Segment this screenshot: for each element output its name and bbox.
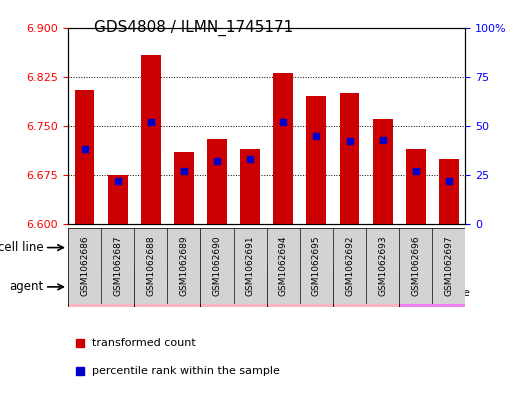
Text: Temozolomide: Temozolomide — [329, 282, 403, 292]
Bar — [333, 267, 399, 307]
Bar — [306, 96, 326, 224]
Bar — [339, 93, 359, 224]
Text: agent: agent — [9, 280, 43, 294]
Text: GSM1062697: GSM1062697 — [445, 235, 453, 296]
Bar — [267, 267, 333, 307]
Bar — [399, 228, 433, 304]
Bar — [68, 228, 200, 267]
Text: none: none — [88, 282, 114, 292]
Bar — [134, 228, 167, 304]
Text: GSM1062692: GSM1062692 — [345, 236, 354, 296]
Text: GSM1062693: GSM1062693 — [378, 235, 387, 296]
Text: Y15: Y15 — [290, 282, 310, 292]
Bar — [101, 228, 134, 304]
Text: GDS4808 / ILMN_1745171: GDS4808 / ILMN_1745171 — [94, 20, 293, 36]
Bar — [134, 267, 200, 307]
Text: GSM1062688: GSM1062688 — [146, 235, 155, 296]
Bar — [300, 228, 333, 304]
Bar — [274, 73, 293, 224]
Bar — [207, 139, 227, 224]
Text: U87: U87 — [321, 241, 346, 254]
Text: cell line: cell line — [0, 241, 43, 254]
Text: Y15: Y15 — [157, 282, 177, 292]
Text: GSM1062689: GSM1062689 — [179, 235, 188, 296]
Bar — [68, 228, 101, 304]
Bar — [200, 267, 267, 307]
Text: DBTRG: DBTRG — [112, 241, 156, 254]
Text: GSM1062691: GSM1062691 — [246, 235, 255, 296]
Bar — [433, 228, 465, 304]
Text: transformed count: transformed count — [92, 338, 196, 348]
Bar — [366, 228, 399, 304]
Bar — [267, 228, 300, 304]
Text: GSM1062690: GSM1062690 — [212, 235, 222, 296]
Bar — [174, 152, 194, 224]
Text: GSM1062696: GSM1062696 — [411, 235, 420, 296]
Text: GSM1062686: GSM1062686 — [80, 235, 89, 296]
Bar — [373, 119, 393, 224]
Text: percentile rank within the sample: percentile rank within the sample — [92, 366, 280, 376]
Bar — [167, 228, 200, 304]
Bar — [240, 149, 260, 224]
Bar — [406, 149, 426, 224]
Bar — [399, 267, 465, 307]
Bar — [439, 158, 459, 224]
Bar — [68, 267, 134, 307]
Bar — [200, 228, 234, 304]
Bar — [141, 55, 161, 224]
Bar — [234, 228, 267, 304]
Bar — [108, 175, 128, 224]
Bar — [200, 228, 465, 267]
Text: GSM1062694: GSM1062694 — [279, 236, 288, 296]
Text: Y15 and
Temozolomide: Y15 and Temozolomide — [395, 276, 470, 298]
Text: GSM1062687: GSM1062687 — [113, 235, 122, 296]
Bar — [333, 228, 366, 304]
Text: GSM1062695: GSM1062695 — [312, 235, 321, 296]
Text: none: none — [221, 282, 247, 292]
Bar — [75, 90, 95, 224]
